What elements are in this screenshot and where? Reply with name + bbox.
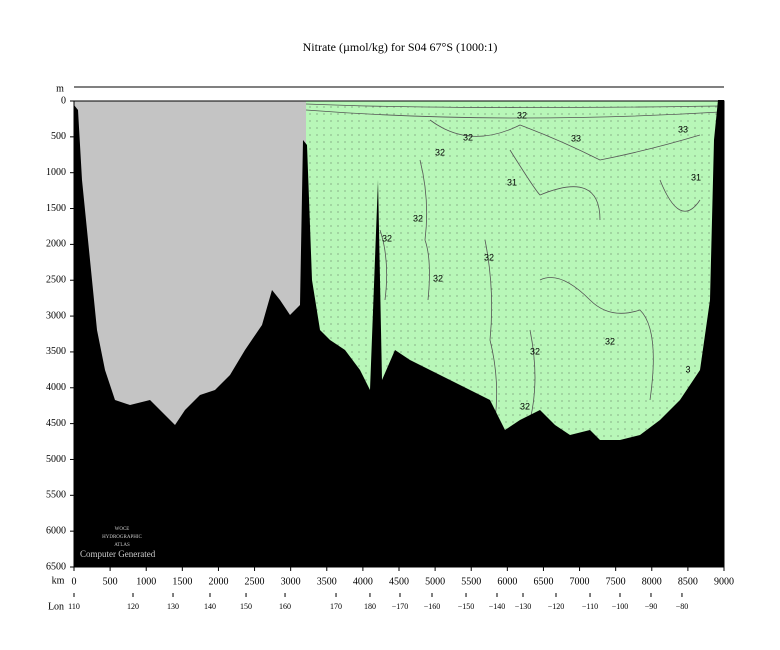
lon-tick-label: −100 <box>612 602 629 611</box>
x-tick-label: 6000 <box>497 576 517 587</box>
y-tick-label: 4500 <box>46 418 66 429</box>
y-tick-label: 4000 <box>46 382 66 393</box>
credit: Computer Generated <box>80 549 156 559</box>
lon-tick-label: −110 <box>582 602 598 611</box>
y-axis-label: m <box>56 83 64 94</box>
x-tick-label: 500 <box>103 576 118 587</box>
x-tick-label: 3000 <box>281 576 301 587</box>
contour-label: 31 <box>691 172 701 182</box>
y-tick-label: 5000 <box>46 454 66 465</box>
lon-tick-label: −130 <box>515 602 532 611</box>
contour-label: 32 <box>433 273 443 283</box>
y-tick-label: 6500 <box>46 561 66 572</box>
contour-label: 32 <box>605 336 615 346</box>
x-tick-label: 2000 <box>208 576 228 587</box>
contour-label: 31 <box>507 177 517 187</box>
x-tick-label: 7500 <box>606 576 626 587</box>
lon-tick-label: −120 <box>548 602 565 611</box>
x-tick-label: 1500 <box>172 576 192 587</box>
contour-label: 3 <box>685 364 690 374</box>
contour-label: 32 <box>530 346 540 356</box>
contour-label: 33 <box>571 133 581 143</box>
lon-tick-label: 130 <box>167 602 179 611</box>
x-tick-label: 8500 <box>678 576 698 587</box>
x-axis-label: km <box>52 575 65 586</box>
contour-label: 32 <box>382 233 392 243</box>
x-tick-label: 3500 <box>317 576 337 587</box>
contour-label: 32 <box>520 401 530 411</box>
watermark: WOCE <box>115 527 130 532</box>
x-tick-label: 9000 <box>714 576 734 587</box>
y-tick-label: 500 <box>51 131 66 142</box>
lon-tick-label: −160 <box>424 602 441 611</box>
x-tick-label: 4000 <box>353 576 373 587</box>
y-tick-label: 2500 <box>46 275 66 286</box>
chart-title: Nitrate (µmol/kg) for S04 67°S (1000:1) <box>303 40 498 54</box>
lon-tick-label: −80 <box>676 602 689 611</box>
lon-tick-label: 120 <box>127 602 139 611</box>
x-tick-label: 6500 <box>533 576 553 587</box>
bathymetry <box>74 100 724 567</box>
lon-tick-label: −170 <box>392 602 409 611</box>
x-tick-label: 7000 <box>570 576 590 587</box>
lon-tick-label: −140 <box>489 602 506 611</box>
contour-label: 32 <box>463 132 473 142</box>
y-tick-label: 3500 <box>46 346 66 357</box>
lon-tick-label: 160 <box>279 602 291 611</box>
contour-label: 33 <box>678 124 688 134</box>
y-tick-label: 6000 <box>46 525 66 536</box>
y-tick-label: 0 <box>61 95 66 106</box>
y-tick-label: 5500 <box>46 490 66 501</box>
x-tick-label: 2500 <box>245 576 265 587</box>
lon-tick-label: 180 <box>364 602 376 611</box>
contour-label: 32 <box>413 213 423 223</box>
y-tick-label: 3000 <box>46 310 66 321</box>
lon-tick-label: 170 <box>330 602 342 611</box>
contours <box>305 103 721 421</box>
watermark: HYDROGRAPHIC <box>102 535 142 540</box>
contour-label: 32 <box>517 110 527 120</box>
x-tick-label: 5500 <box>461 576 481 587</box>
x-tick-label: 4500 <box>389 576 409 587</box>
lon-axis-label: Lon <box>48 601 64 612</box>
lon-tick-label: 110 <box>68 602 80 611</box>
lon-tick-label: 140 <box>204 602 216 611</box>
x-tick-label: 8000 <box>642 576 662 587</box>
y-tick-label: 1500 <box>46 203 66 214</box>
contour-label: 32 <box>484 252 494 262</box>
x-tick-label: 1000 <box>136 576 156 587</box>
y-tick-label: 1000 <box>46 167 66 178</box>
x-tick-label: 5000 <box>425 576 445 587</box>
lon-tick-label: −90 <box>645 602 658 611</box>
y-tick-label: 2000 <box>46 239 66 250</box>
lon-tick-label: 150 <box>240 602 252 611</box>
contour-label: 32 <box>435 147 445 157</box>
watermark: ATLAS <box>114 543 130 548</box>
x-tick-label: 0 <box>72 576 77 587</box>
lon-tick-label: −150 <box>458 602 475 611</box>
